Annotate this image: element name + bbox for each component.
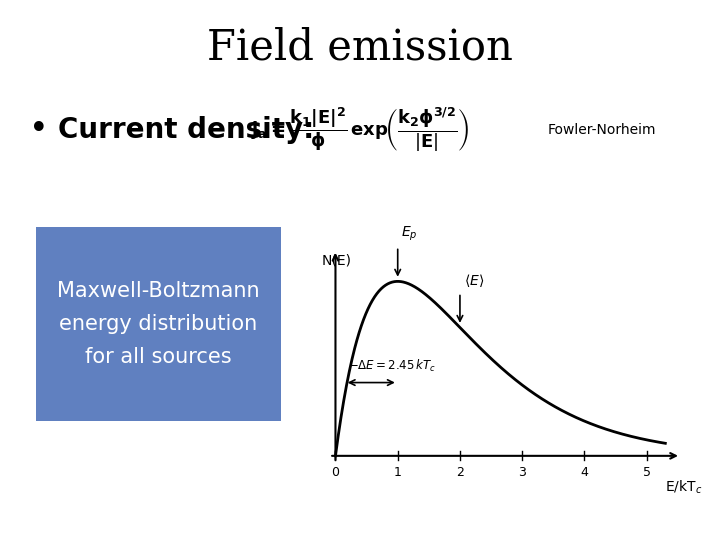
Text: Maxwell-Boltzmann
energy distribution
for all sources: Maxwell-Boltzmann energy distribution fo… [57, 281, 260, 367]
Text: •: • [29, 113, 48, 146]
Text: E/kT$_c$: E/kT$_c$ [665, 478, 703, 496]
Text: $\mathbf{j_a = \dfrac{k_1|E|^2}{\phi}}\,\mathbf{exp}\!\left(\dfrac{\mathbf{k_2\p: $\mathbf{j_a = \dfrac{k_1|E|^2}{\phi}}\,… [251, 105, 469, 154]
Text: 1: 1 [394, 467, 402, 480]
Text: $-\Delta E = 2.45\,kT_c$: $-\Delta E = 2.45\,kT_c$ [348, 357, 436, 374]
Text: $\langle E\rangle$: $\langle E\rangle$ [464, 272, 484, 289]
Text: N(E): N(E) [322, 253, 352, 267]
Text: 3: 3 [518, 467, 526, 480]
Text: 0: 0 [331, 467, 339, 480]
FancyBboxPatch shape [36, 227, 281, 421]
Text: 2: 2 [456, 467, 464, 480]
Text: Field emission: Field emission [207, 27, 513, 69]
Text: Fowler-Norheim: Fowler-Norheim [547, 123, 656, 137]
Text: $E_p$: $E_p$ [402, 225, 418, 243]
Text: 4: 4 [580, 467, 588, 480]
Text: Current density:: Current density: [58, 116, 314, 144]
Text: 5: 5 [643, 467, 651, 480]
